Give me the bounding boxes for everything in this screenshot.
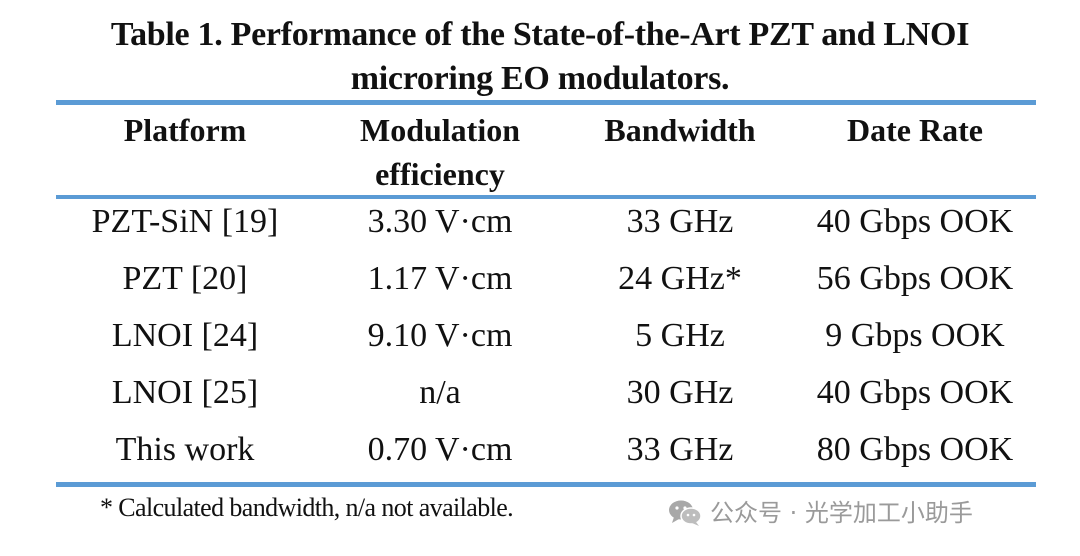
header-platform: Platform: [123, 112, 247, 148]
table-top-rule: [56, 100, 1036, 105]
header-modulation-line-1: Modulation: [359, 112, 521, 148]
cell-efficiency: 1.17 V·cm: [367, 260, 513, 297]
cell-efficiency: 9.10 V·cm: [367, 317, 513, 354]
cell-platform: This work: [115, 431, 255, 468]
table-caption-line-2: microring EO modulators.: [350, 60, 730, 97]
cell-bandwidth: 24 GHz*: [618, 260, 742, 297]
table-caption-line-1: Table 1. Performance of the State-of-the…: [110, 16, 970, 53]
header-data-rate: Date Rate: [847, 112, 983, 148]
cell-data-rate: 9 Gbps OOK: [825, 317, 1005, 354]
cell-bandwidth: 30 GHz: [626, 374, 734, 411]
cell-efficiency: 3.30 V·cm: [367, 203, 513, 240]
table-footnote: * Calculated bandwidth, n/a not availabl…: [100, 493, 514, 522]
watermark-text: 公众号 · 光学加工小助手: [710, 499, 973, 527]
cell-bandwidth: 33 GHz: [626, 203, 734, 240]
cell-data-rate: 40 Gbps OOK: [816, 203, 1014, 240]
header-modulation-line-2: efficiency: [375, 156, 505, 192]
cell-efficiency: n/a: [419, 374, 461, 411]
table-header-rule: [56, 195, 1036, 199]
cell-platform: LNOI [24]: [111, 317, 259, 354]
cell-platform: LNOI [25]: [111, 374, 259, 411]
cell-bandwidth: 33 GHz: [626, 431, 734, 468]
cell-platform: PZT [20]: [122, 260, 248, 297]
cell-data-rate: 80 Gbps OOK: [816, 431, 1014, 468]
header-bandwidth: Bandwidth: [604, 112, 756, 148]
wechat-icon: [669, 500, 702, 526]
cell-efficiency: 0.70 V·cm: [367, 431, 513, 468]
cell-bandwidth: 5 GHz: [635, 317, 725, 354]
cell-data-rate: 40 Gbps OOK: [816, 374, 1014, 411]
watermark: 公众号 · 光学加工小助手: [668, 496, 973, 530]
cell-platform: PZT-SiN [19]: [91, 203, 279, 240]
table-bottom-rule: [56, 482, 1036, 487]
cell-data-rate: 56 Gbps OOK: [816, 260, 1014, 297]
